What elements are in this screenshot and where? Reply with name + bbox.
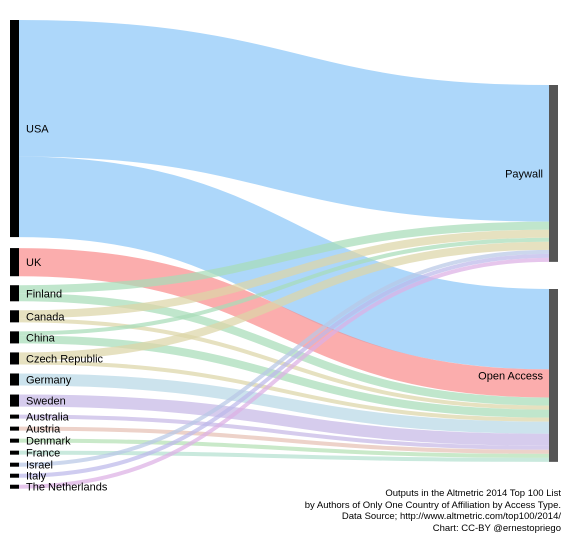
node-label-italy: Italy: [26, 471, 47, 483]
link-finland-to-open_access: [18, 293, 550, 406]
link-israel-to-paywall: [18, 249, 550, 467]
node-china: [10, 331, 19, 344]
node-italy: [10, 473, 19, 478]
link-netherlands-to-paywall: [18, 257, 550, 489]
node-label-usa: USA: [26, 124, 49, 136]
node-finland: [10, 285, 19, 302]
node-austria: [10, 426, 19, 431]
node-paywall: [549, 85, 558, 262]
link-uk-to-open_access: [18, 248, 550, 398]
caption-line: by Authors of Only One Country of Affili…: [304, 499, 561, 511]
flow-links: [18, 20, 550, 489]
link-usa-to-open_access: [18, 156, 550, 370]
node-france: [10, 450, 19, 455]
caption-line: Outputs in the Altmetric 2014 Top 100 Li…: [385, 488, 561, 499]
link-canada-to-paywall: [18, 229, 550, 319]
node-australia: [10, 414, 19, 419]
node-label-china: China: [26, 332, 56, 344]
node-label-israel: Israel: [26, 460, 53, 472]
link-china-to-open_access: [18, 335, 550, 418]
link-finland-to-paywall: [18, 221, 550, 294]
link-australia-to-open_access: [18, 414, 550, 450]
node-label-germany: Germany: [26, 375, 72, 387]
link-czech-to-open_access: [18, 360, 550, 422]
node-label-finland: Finland: [26, 288, 62, 300]
caption-line: Data Source; http://www.altmetric.com/to…: [341, 511, 561, 522]
node-label-czech: Czech Republic: [26, 353, 104, 365]
node-label-france: France: [26, 448, 60, 460]
node-label-netherlands: The Netherlands: [26, 482, 108, 494]
link-czech-to-paywall: [18, 241, 550, 361]
nodes: [10, 20, 558, 489]
node-germany: [10, 373, 19, 386]
node-label-open_access: Open Access: [478, 370, 543, 382]
node-labels: USA UK Finland Canada China Czech Republic Ger…: [26, 124, 543, 494]
link-austria-to-open_access: [18, 426, 550, 454]
node-netherlands: [10, 484, 19, 489]
link-germany-to-open_access: [18, 373, 550, 434]
node-label-canada: Canada: [26, 311, 65, 323]
node-denmark: [10, 438, 19, 443]
node-label-australia: Australia: [26, 412, 70, 424]
caption-line: Chart: CC-BY @ernestopriego: [432, 522, 561, 534]
node-label-uk: UK: [26, 257, 42, 269]
node-label-paywall: Paywall: [505, 168, 543, 180]
node-israel: [10, 462, 19, 467]
chart-caption: Outputs in the Altmetric 2014 Top 100 Li…: [305, 488, 561, 534]
node-uk: [10, 248, 19, 277]
node-open_access: [549, 289, 558, 462]
link-china-to-paywall: [18, 237, 550, 336]
node-sweden: [10, 394, 19, 407]
link-sweden-to-open_access: [18, 394, 550, 446]
link-usa-to-paywall: [18, 20, 550, 222]
link-denmark-to-open_access: [18, 438, 550, 458]
link-italy-to-paywall: [18, 253, 550, 478]
node-usa: [10, 20, 19, 238]
node-label-sweden: Sweden: [26, 396, 66, 408]
node-canada: [10, 310, 19, 323]
node-czech: [10, 352, 19, 365]
node-label-austria: Austria: [26, 424, 61, 436]
node-label-denmark: Denmark: [26, 436, 71, 448]
